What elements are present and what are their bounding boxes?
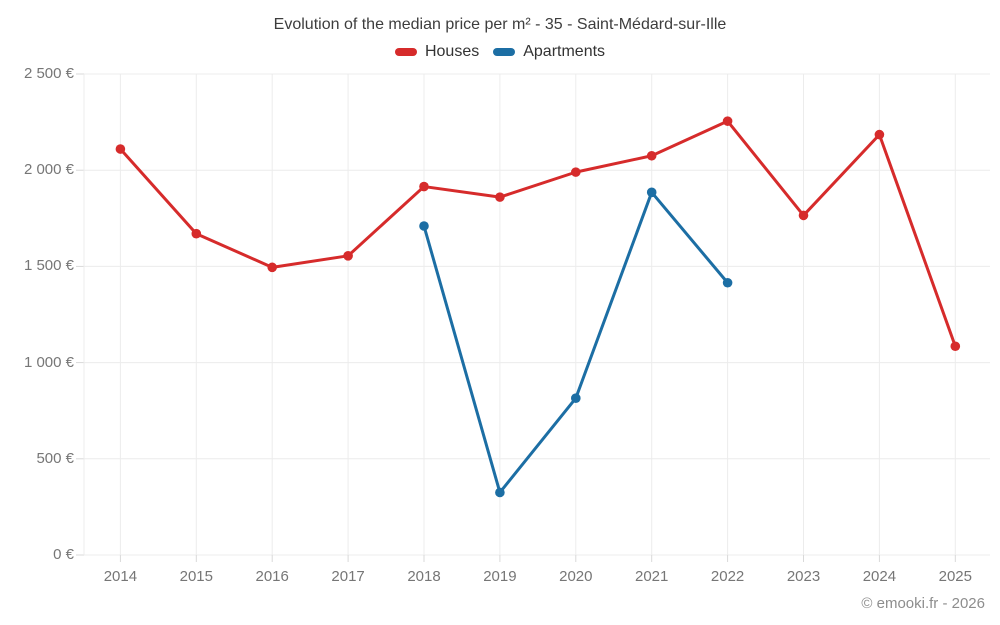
data-point-houses-2019[interactable] — [495, 192, 505, 202]
y-axis-tick-label: 2 500 € — [23, 65, 74, 82]
data-point-houses-2023[interactable] — [798, 210, 809, 221]
x-axis-tick-label: 2020 — [559, 568, 593, 585]
chart-legend: Houses Apartments — [0, 43, 1000, 61]
data-point-houses-2022[interactable] — [722, 116, 733, 126]
data-point-apartments-2021[interactable] — [646, 187, 657, 198]
data-point-houses-2016[interactable] — [267, 262, 278, 273]
x-axis-tick-label: 2014 — [103, 568, 138, 585]
legend-swatch-houses — [394, 48, 417, 56]
x-axis-tick-label: 2021 — [635, 568, 669, 585]
data-point-houses-2024[interactable] — [874, 129, 885, 140]
data-point-apartments-2022[interactable] — [722, 277, 733, 288]
legend-item-houses[interactable]: Houses — [394, 43, 480, 61]
y-axis-tick-label: 0 € — [53, 546, 74, 563]
chart-title: Evolution of the median price per m² - 3… — [273, 16, 727, 33]
legend-label-houses: Houses — [424, 43, 480, 60]
legend-item-apartments[interactable]: Apartments — [493, 43, 605, 61]
x-axis-tick-label: 2023 — [786, 568, 821, 585]
data-point-houses-2025[interactable] — [950, 341, 961, 352]
series-line-houses — [118, 119, 957, 348]
data-point-houses-2017[interactable] — [343, 251, 353, 261]
x-axis-tick-label: 2016 — [255, 568, 289, 585]
x-axis-tick-label: 2025 — [938, 568, 972, 585]
x-axis-tick-label: 2024 — [862, 568, 897, 585]
data-point-houses-2014[interactable] — [115, 144, 126, 154]
legend-label-apartments: Apartments — [523, 43, 606, 60]
data-point-houses-2015[interactable] — [191, 228, 202, 239]
x-axis-tick-label: 2022 — [710, 568, 745, 585]
data-point-houses-2020[interactable] — [571, 167, 581, 177]
x-axis-tick-label: 2017 — [331, 568, 365, 585]
y-axis-tick-label: 1 000 € — [23, 353, 74, 371]
data-point-apartments-2020[interactable] — [571, 393, 581, 403]
data-point-houses-2018[interactable] — [419, 181, 429, 192]
data-point-houses-2021[interactable] — [646, 150, 657, 161]
data-point-apartments-2018[interactable] — [419, 221, 429, 231]
attribution-text: © emooki.fr - 2026 — [861, 595, 985, 612]
x-axis-tick-label: 2018 — [407, 568, 441, 585]
y-axis-tick-label: 2 000 € — [23, 161, 74, 179]
y-axis-tick-label: 500 € — [36, 449, 74, 467]
legend-swatch-apartments — [493, 48, 516, 56]
data-point-apartments-2019[interactable] — [495, 487, 505, 498]
y-axis-tick-label: 1 500 € — [23, 257, 74, 275]
x-axis-tick-label: 2019 — [483, 568, 517, 585]
x-axis-tick-label: 2015 — [179, 568, 213, 585]
